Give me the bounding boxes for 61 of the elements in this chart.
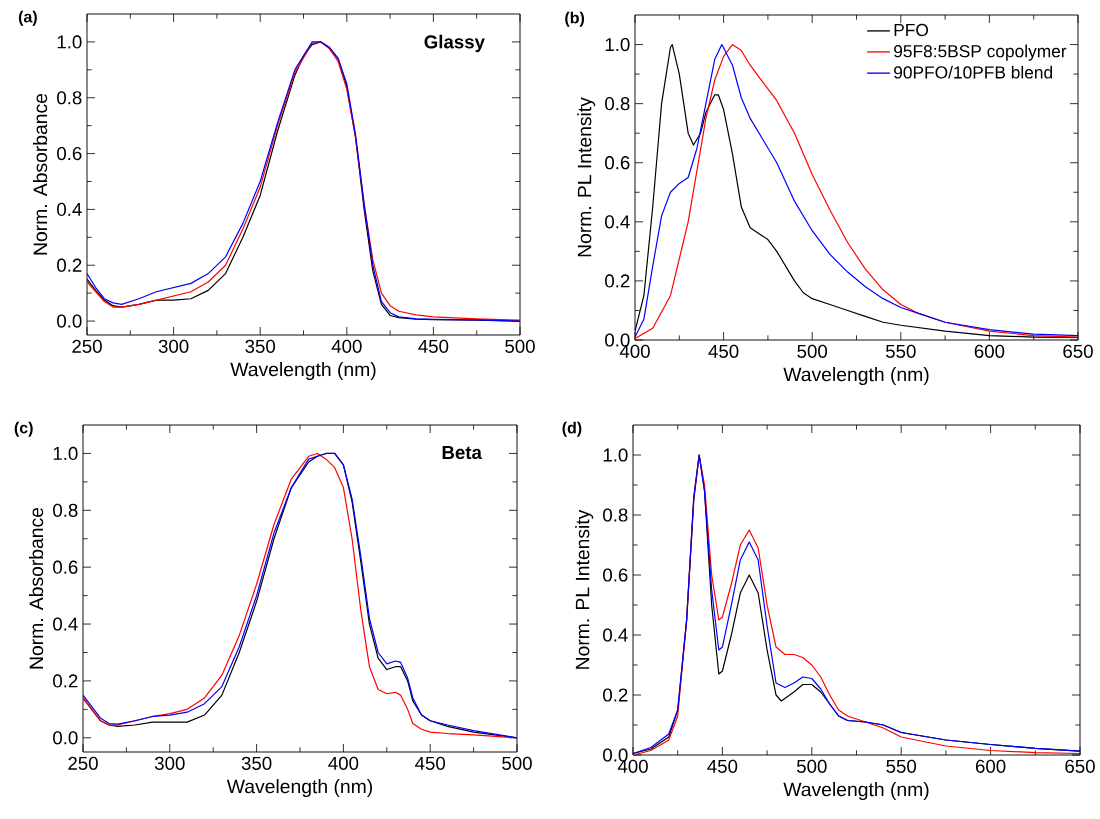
legend-label: PFO xyxy=(894,23,929,37)
x-tick-label: 600 xyxy=(974,344,1005,358)
legend-label: 90PFO/10PFB blend xyxy=(894,65,1053,79)
y-tick-label: 0.6 xyxy=(53,560,78,574)
y-tick-label: 0.6 xyxy=(603,568,628,582)
y-tick-label: 0.0 xyxy=(57,314,82,328)
y-tick-label: 1.0 xyxy=(57,35,82,49)
annotation: Beta xyxy=(442,446,483,460)
chart-title: (c) xyxy=(14,421,33,437)
x-tick-label: 250 xyxy=(68,756,98,770)
x-tick-label: 550 xyxy=(885,344,916,358)
y-tick-label: 0.8 xyxy=(603,508,628,522)
y-tick-label: 0.8 xyxy=(605,97,630,111)
y-tick-label: 0.4 xyxy=(57,202,82,217)
chart-title: (b) xyxy=(565,11,585,27)
x-tick-label: 500 xyxy=(502,756,532,770)
x-tick-label: 350 xyxy=(245,339,276,353)
y-axis-title: Norm. Absorbance xyxy=(32,93,48,255)
y-tick-label: 0.4 xyxy=(603,628,628,642)
x-tick-label: 500 xyxy=(505,339,535,353)
x-axis-title: Wavelength (nm) xyxy=(230,362,376,381)
y-tick-label: 0.6 xyxy=(57,146,82,161)
x-tick-label: 450 xyxy=(707,759,738,773)
x-axis-title: Wavelength (nm) xyxy=(783,782,929,801)
y-tick-label: 0.0 xyxy=(53,731,78,745)
x-tick-label: 500 xyxy=(797,344,828,358)
y-axis-title: Norm. PL Intensity xyxy=(577,97,596,257)
y-tick-label: 0.8 xyxy=(57,91,82,105)
x-tick-label: 250 xyxy=(72,339,102,353)
x-axis-title: Wavelength (nm) xyxy=(226,779,373,798)
legend-label: 95F8:5BSP copolymer xyxy=(894,44,1067,61)
x-tick-label: 300 xyxy=(158,339,189,353)
y-axis-title: Norm. Absorbance xyxy=(28,507,44,669)
x-tick-label: 400 xyxy=(328,756,359,770)
y-axis-title: Norm. PL Intensity xyxy=(575,509,594,669)
y-tick-label: 0.4 xyxy=(605,215,630,229)
y-tick-label: 0.4 xyxy=(53,617,78,631)
x-axis-title: Wavelength (nm) xyxy=(783,367,929,386)
y-tick-label: 0.2 xyxy=(605,274,630,288)
chart-title: (a) xyxy=(18,10,37,26)
x-tick-label: 300 xyxy=(154,756,185,770)
y-tick-label: 1.0 xyxy=(53,446,78,461)
chart-title: (d) xyxy=(562,421,582,437)
x-tick-label: 550 xyxy=(886,759,917,773)
x-tick-label: 450 xyxy=(415,756,446,770)
y-tick-label: 0.2 xyxy=(53,674,78,688)
x-tick-label: 350 xyxy=(241,756,272,770)
x-tick-label: 400 xyxy=(331,339,362,353)
x-tick-label: 450 xyxy=(708,344,739,358)
x-tick-label: 650 xyxy=(1065,759,1095,773)
x-tick-label: 450 xyxy=(418,339,449,353)
y-tick-label: 1.0 xyxy=(605,37,630,52)
x-tick-label: 600 xyxy=(975,759,1006,773)
y-tick-label: 0.6 xyxy=(605,156,630,170)
y-tick-label: 0.2 xyxy=(57,258,82,272)
y-tick-label: 0.8 xyxy=(53,503,78,517)
x-tick-label: 650 xyxy=(1063,344,1093,358)
x-tick-label: 500 xyxy=(796,759,827,773)
y-tick-label: 0.2 xyxy=(603,688,628,702)
annotation: Glassy xyxy=(424,34,485,53)
y-tick-label: 1.0 xyxy=(603,448,628,462)
